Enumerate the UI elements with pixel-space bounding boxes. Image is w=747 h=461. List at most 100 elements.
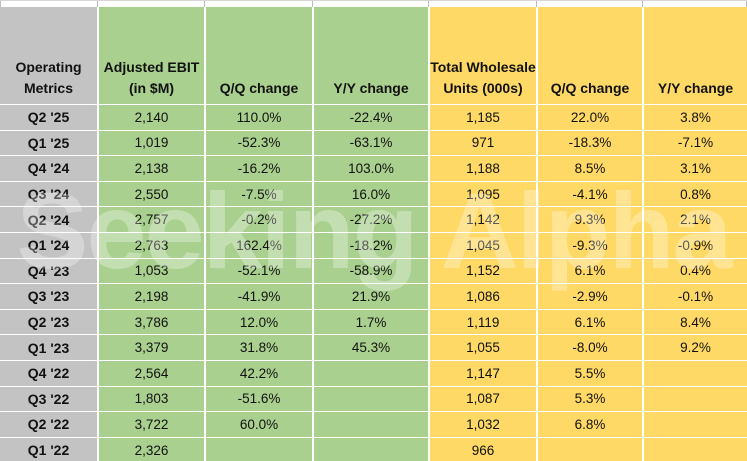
cell-units-yy-change: -0.9% [644, 232, 747, 258]
header-operating-metrics: Operating Metrics [0, 7, 97, 104]
cell-ebit-qq-change: -16.2% [206, 156, 312, 181]
cell-units-qq-change: 6.1% [538, 309, 642, 335]
cell-units-yy-change: -7.1% [644, 130, 747, 156]
cell-units-yy-change [644, 360, 747, 386]
row-label-quarter: Q4 '23 [0, 258, 97, 284]
cell-ebit-yy-change [314, 386, 428, 412]
row-label-quarter: Q4 '24 [0, 156, 97, 181]
cell-units-qq-change: 5.5% [538, 360, 642, 386]
cell-ebit-qq-change: -0.2% [206, 207, 312, 232]
cell-ebit-yy-change: -58.9% [314, 258, 428, 284]
cell-units-yy-change: 9.2% [644, 335, 747, 360]
cell-units-yy-change: 3.1% [644, 156, 747, 181]
cell-adjusted-ebit: 2,763 [99, 232, 204, 258]
cell-ebit-yy-change: -18.2% [314, 232, 428, 258]
column-gridline-tick [0, 1, 1, 7]
cell-units-qq-change: 9.3% [538, 207, 642, 232]
cell-units-qq-change: -4.1% [538, 181, 642, 207]
cell-ebit-yy-change: -27.2% [314, 207, 428, 232]
cell-adjusted-ebit: 3,722 [99, 412, 204, 437]
cell-wholesale-units: 971 [430, 130, 536, 156]
row-label-quarter: Q3 '23 [0, 284, 97, 309]
cell-ebit-yy-change [314, 360, 428, 386]
column-gridline-tick [204, 1, 205, 7]
cell-adjusted-ebit: 2,550 [99, 181, 204, 207]
cell-units-yy-change: 2.1% [644, 207, 747, 232]
cell-ebit-qq-change: -52.3% [206, 130, 312, 156]
cell-wholesale-units: 1,188 [430, 156, 536, 181]
row-label-quarter: Q1 '25 [0, 130, 97, 156]
cell-adjusted-ebit: 1,803 [99, 386, 204, 412]
cell-ebit-qq-change: 31.8% [206, 335, 312, 360]
cell-wholesale-units: 1,119 [430, 309, 536, 335]
header-ebit-qq-change: Q/Q change [206, 7, 312, 104]
cell-units-yy-change: -0.1% [644, 284, 747, 309]
row-label-quarter: Q4 '22 [0, 360, 97, 386]
cell-ebit-yy-change: -22.4% [314, 105, 428, 130]
cell-units-yy-change: 0.8% [644, 181, 747, 207]
cell-units-yy-change: 0.4% [644, 258, 747, 284]
cell-adjusted-ebit: 3,786 [99, 309, 204, 335]
cell-ebit-qq-change: -51.6% [206, 386, 312, 412]
column-gridline-tick [312, 1, 313, 7]
cell-ebit-yy-change [314, 437, 428, 461]
cell-adjusted-ebit: 3,379 [99, 335, 204, 360]
cell-ebit-qq-change: 60.0% [206, 412, 312, 437]
column-gridline-tick [642, 1, 643, 7]
column-gridline-tick [536, 1, 537, 7]
header-ebit-yy-change: Y/Y change [314, 7, 428, 104]
cell-wholesale-units: 1,086 [430, 284, 536, 309]
cell-adjusted-ebit: 1,053 [99, 258, 204, 284]
cell-units-yy-change [644, 412, 747, 437]
cell-units-yy-change: 3.8% [644, 105, 747, 130]
column-gridline-tick [428, 1, 429, 7]
cell-units-qq-change [538, 437, 642, 461]
cell-wholesale-units: 1,095 [430, 181, 536, 207]
cell-ebit-qq-change: 162.4% [206, 232, 312, 258]
row-label-quarter: Q1 '24 [0, 232, 97, 258]
metrics-table: Operating Metrics Adjusted EBIT (in $M) … [0, 7, 747, 461]
row-label-quarter: Q2 '25 [0, 105, 97, 130]
header-units-yy-change: Y/Y change [644, 7, 747, 104]
cell-ebit-yy-change: 16.0% [314, 181, 428, 207]
cell-ebit-qq-change: 110.0% [206, 105, 312, 130]
cell-units-qq-change: 22.0% [538, 105, 642, 130]
cell-adjusted-ebit: 2,140 [99, 105, 204, 130]
cell-ebit-qq-change: 42.2% [206, 360, 312, 386]
header-total-wholesale-units: Total Wholesale Units (000s) [430, 7, 536, 104]
spreadsheet-top-edge [0, 0, 747, 7]
cell-adjusted-ebit: 2,564 [99, 360, 204, 386]
cell-ebit-yy-change: 1.7% [314, 309, 428, 335]
cell-adjusted-ebit: 2,326 [99, 437, 204, 461]
cell-units-qq-change: 6.1% [538, 258, 642, 284]
cell-wholesale-units: 1,045 [430, 232, 536, 258]
cell-ebit-qq-change: -7.5% [206, 181, 312, 207]
column-gridline-tick [97, 1, 98, 7]
cell-ebit-yy-change: -63.1% [314, 130, 428, 156]
cell-adjusted-ebit: 2,198 [99, 284, 204, 309]
cell-wholesale-units: 1,152 [430, 258, 536, 284]
cell-ebit-yy-change: 103.0% [314, 156, 428, 181]
cell-ebit-yy-change: 45.3% [314, 335, 428, 360]
cell-ebit-qq-change: 12.0% [206, 309, 312, 335]
cell-units-qq-change: -9.3% [538, 232, 642, 258]
cell-wholesale-units: 966 [430, 437, 536, 461]
cell-units-qq-change: 5.3% [538, 386, 642, 412]
cell-units-qq-change: -2.9% [538, 284, 642, 309]
cell-adjusted-ebit: 1,019 [99, 130, 204, 156]
cell-wholesale-units: 1,185 [430, 105, 536, 130]
row-label-quarter: Q2 '24 [0, 207, 97, 232]
row-label-quarter: Q3 '22 [0, 386, 97, 412]
cell-ebit-qq-change: -41.9% [206, 284, 312, 309]
cell-ebit-qq-change [206, 437, 312, 461]
cell-units-qq-change: 8.5% [538, 156, 642, 181]
cell-units-yy-change [644, 437, 747, 461]
header-adjusted-ebit: Adjusted EBIT (in $M) [99, 7, 204, 104]
row-label-quarter: Q1 '23 [0, 335, 97, 360]
cell-ebit-yy-change: 21.9% [314, 284, 428, 309]
header-units-qq-change: Q/Q change [538, 7, 642, 104]
cell-adjusted-ebit: 2,757 [99, 207, 204, 232]
cell-units-qq-change: -8.0% [538, 335, 642, 360]
cell-units-qq-change: -18.3% [538, 130, 642, 156]
